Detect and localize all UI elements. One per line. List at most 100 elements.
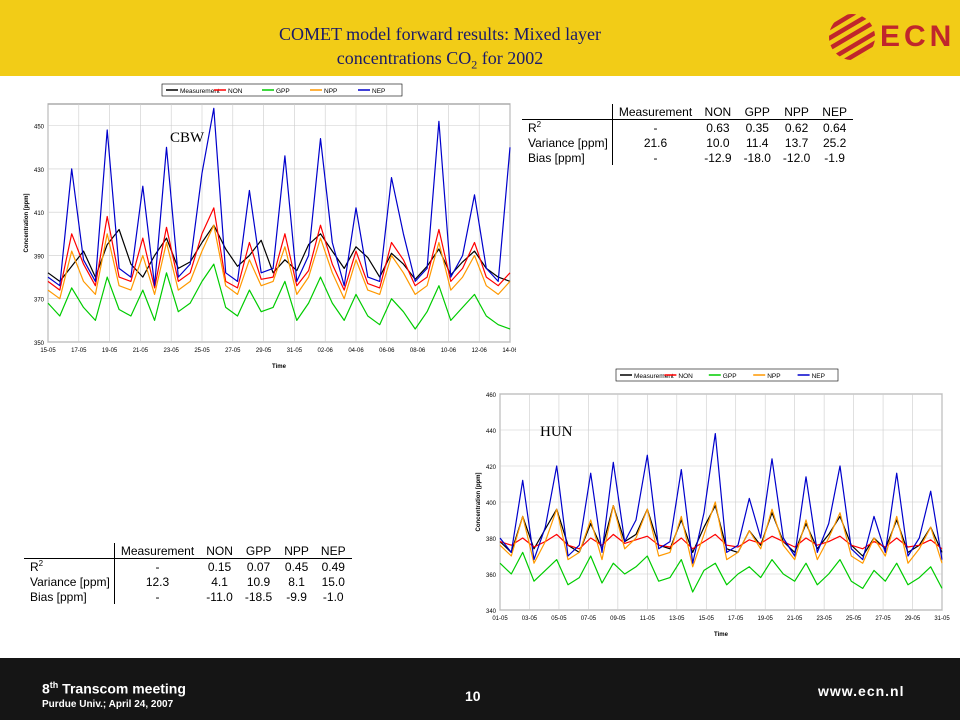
table-cell: 25.2: [822, 135, 847, 150]
table-cell: -1.0: [322, 589, 344, 604]
row-label: R2: [24, 558, 115, 574]
site-label: CBW: [170, 130, 205, 146]
ecn-logo-text: ECN: [880, 20, 955, 53]
x-tick-label: 14-06: [502, 348, 516, 354]
table-header: NPP: [278, 543, 315, 559]
table-cell: 0.07: [246, 559, 271, 574]
y-tick-label: 350: [34, 341, 45, 347]
x-tick-label: 27-05: [225, 348, 241, 354]
table-cell: 0.49: [321, 559, 345, 574]
x-tick-label: 31-05: [287, 348, 303, 354]
legend-label: Measurement: [634, 373, 674, 380]
legend-label: NPP: [767, 373, 780, 380]
y-tick-label: 410: [34, 211, 45, 217]
slide-footer: [0, 658, 960, 720]
x-tick-label: 11-05: [640, 616, 656, 622]
table-row: R2 - 0.63 0.35 0.62 0.64: [522, 119, 853, 135]
x-tick-label: 29-05: [256, 348, 272, 354]
table-cell: 0.63: [706, 120, 730, 135]
y-axis-label: Concentration [ppm]: [476, 473, 482, 532]
table-cell: 21.6: [643, 135, 668, 150]
series-line-nep: [47, 107, 511, 287]
x-tick-label: 23-05: [164, 348, 180, 354]
x-tick-label: 03-05: [522, 616, 538, 622]
title-line2-pre: concentrations CO: [336, 48, 472, 68]
table-row: Variance [ppm] 21.6 10.0 11.4 13.7 25.2: [522, 135, 853, 150]
table-row: R2 - 0.15 0.07 0.45 0.49: [24, 558, 352, 574]
meeting-sup: th: [49, 680, 59, 690]
table-cell: 4.1: [211, 574, 228, 589]
title-line1: COMET model forward results: Mixed layer: [278, 24, 602, 44]
y-tick-label: 440: [486, 429, 497, 435]
y-tick-label: 380: [486, 537, 497, 543]
title-line2-post: for 2002: [477, 48, 544, 68]
table-cell: 0.15: [207, 559, 232, 574]
table-cell: 13.7: [784, 135, 809, 150]
y-tick-label: 450: [34, 125, 45, 131]
table-header: NON: [200, 543, 239, 559]
x-tick-label: 21-05: [133, 348, 149, 354]
y-axis-label: Concentration [ppm]: [24, 194, 30, 253]
x-tick-label: 10-06: [441, 348, 457, 354]
x-tick-label: 06-06: [379, 348, 395, 354]
table-header: NPP: [776, 104, 817, 120]
x-tick-label: 17-05: [728, 616, 744, 622]
series-line-npp: [499, 501, 943, 568]
legend-label: NEP: [812, 373, 825, 380]
table-cell: -: [653, 150, 658, 165]
table-corner: [24, 543, 115, 559]
x-tick-label: 21-05: [787, 616, 803, 622]
x-tick-label: 19-05: [758, 616, 774, 622]
table-header: NEP: [816, 104, 853, 120]
series-line-gpp: [47, 263, 511, 330]
cbw-chart: 350 370 390 410 430 450 15-05 17-05 19-05 21-05 23…: [24, 83, 516, 370]
table-cell: 15.0: [321, 574, 345, 589]
y-tick-label: 430: [34, 168, 45, 174]
table-header: GPP: [737, 104, 777, 120]
page-number: 10: [465, 688, 481, 704]
table-cell: 10.9: [246, 574, 271, 589]
x-axis-label: Time: [714, 632, 729, 638]
row-label: Bias [ppm]: [24, 589, 115, 604]
series-line-non: [499, 533, 943, 550]
x-tick-label: 25-05: [846, 616, 862, 622]
legend-label: NPP: [324, 88, 337, 95]
row-label: Variance [ppm]: [522, 135, 613, 150]
table-cell: -18.5: [244, 589, 273, 604]
table-cell: -1.9: [824, 150, 845, 165]
x-tick-label: 08-06: [410, 348, 426, 354]
x-tick-label: 13-05: [669, 616, 685, 622]
y-tick-label: 460: [486, 393, 497, 399]
cbw-stats-table: Measurement NON GPP NPP NEP R2 - 0.63 0.35 0.62 0.…: [522, 104, 853, 165]
series-line-npp: [47, 224, 511, 300]
x-tick-label: 01-05: [492, 616, 508, 622]
table-cell: 12.3: [145, 574, 170, 589]
table-cell: 0.35: [745, 120, 769, 135]
table-cell: 0.64: [822, 120, 847, 135]
x-tick-label: 27-05: [875, 616, 891, 622]
row-label: R2: [522, 119, 613, 135]
row-label: Variance [ppm]: [24, 574, 115, 589]
table-cell: 0.62: [784, 120, 809, 135]
table-row: Variance [ppm] 12.3 4.1 10.9 8.1 15.0: [24, 574, 352, 589]
hun-chart: 340 360 380 400 420 440 460 01-05 03-05 05-05 07-0…: [476, 368, 950, 638]
table-cell: -: [155, 559, 160, 574]
y-tick-label: 420: [486, 465, 497, 471]
legend-label: NEP: [372, 88, 385, 95]
x-tick-label: 29-05: [905, 616, 921, 622]
series-line-measurement: [47, 224, 511, 282]
x-tick-label: 17-05: [71, 348, 87, 354]
table-header: NON: [698, 104, 738, 120]
legend-box: [161, 83, 403, 97]
x-tick-label: 23-05: [816, 616, 832, 622]
table-cell: -11.0: [206, 589, 233, 604]
title-line2-sub: 2: [471, 57, 478, 72]
series-line-measurement: [499, 505, 943, 557]
table-cell: 10.0: [706, 135, 730, 150]
table-header: Measurement: [612, 104, 699, 120]
table-cell: 8.1: [288, 574, 305, 589]
slide-header: [0, 0, 960, 76]
x-tick-label: 19-05: [102, 348, 118, 354]
x-axis-label: Time: [272, 364, 287, 370]
legend-label: Measurement: [180, 88, 220, 95]
